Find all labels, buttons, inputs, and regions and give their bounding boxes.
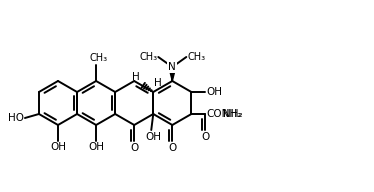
Text: CH₃: CH₃ bbox=[89, 53, 107, 63]
Text: CH₃: CH₃ bbox=[139, 52, 157, 62]
Text: NH₂: NH₂ bbox=[223, 109, 243, 119]
Text: H: H bbox=[132, 72, 139, 82]
Text: HO: HO bbox=[8, 113, 24, 123]
Text: OH: OH bbox=[145, 132, 161, 142]
Polygon shape bbox=[169, 67, 176, 81]
Text: OH: OH bbox=[50, 142, 66, 152]
Text: O: O bbox=[130, 143, 138, 153]
Text: O: O bbox=[168, 143, 177, 153]
Text: O: O bbox=[201, 132, 209, 142]
Text: CH₃: CH₃ bbox=[187, 52, 205, 62]
Text: N: N bbox=[168, 62, 176, 72]
Text: OH: OH bbox=[88, 142, 104, 152]
Text: CONH₂: CONH₂ bbox=[206, 109, 242, 119]
Text: H: H bbox=[154, 78, 162, 88]
Text: OH: OH bbox=[206, 87, 223, 97]
